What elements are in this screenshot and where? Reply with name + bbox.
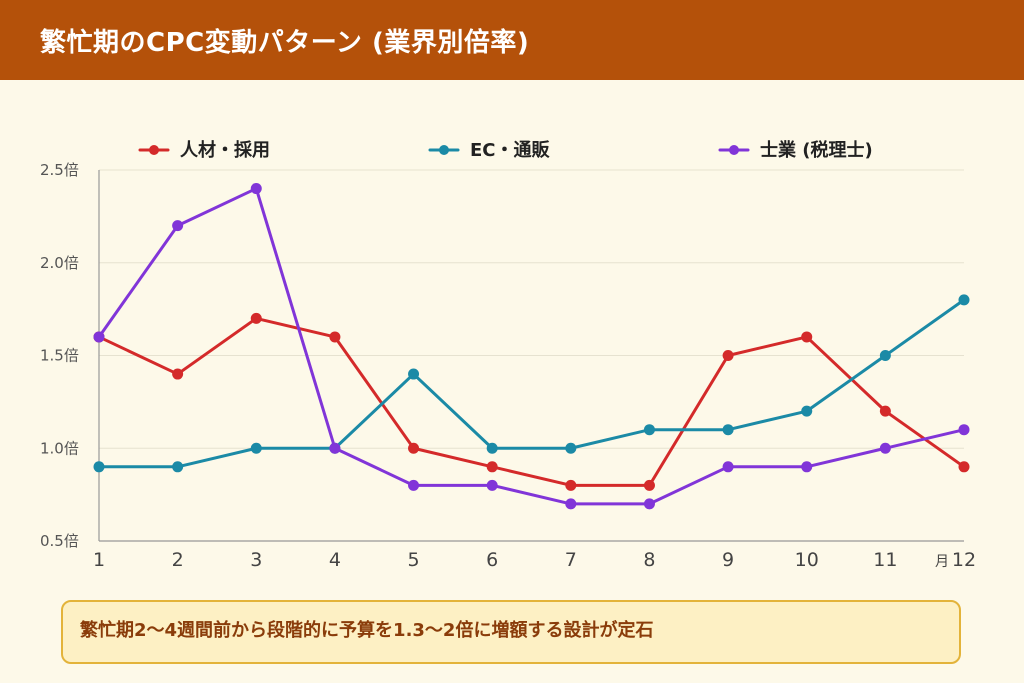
series-point-0: [172, 368, 184, 380]
axis-layer: 0.5倍1.0倍1.5倍2.0倍2.5倍1 2 3 4 5 6 7 8 9 10 11 12月: [40, 161, 976, 571]
x-tick-label: 3: [250, 549, 262, 571]
series-point-1: [722, 424, 734, 436]
series-point-1: [565, 442, 577, 454]
series-line-2: [97, 187, 966, 506]
y-tick-label: 1.0倍: [40, 439, 79, 457]
page-title: 繁忙期のCPC変動パターン (業界別倍率): [40, 28, 530, 58]
series-point-1: [486, 442, 498, 454]
series-point-1: [172, 461, 184, 473]
series-point-2: [879, 442, 891, 454]
series-point-2: [801, 461, 813, 473]
x-tick-label: 11: [873, 549, 897, 571]
series-point-1: [250, 442, 262, 454]
y-tick-label: 2.0倍: [40, 254, 79, 272]
series-line-0: [97, 316, 966, 487]
legend-layer: 人材・採用 EC・通販 士業 (税理士): [138, 139, 873, 161]
line-chart: 0.5倍1.0倍1.5倍2.0倍2.5倍1 2 3 4 5 6 7 8 9 10 11 12月 人材・…: [40, 139, 976, 571]
legend-swatch-marker: [149, 145, 159, 155]
y-tick-label: 2.5倍: [40, 161, 79, 179]
series-point-0: [643, 479, 655, 491]
grid-layer: [99, 169, 964, 449]
series-point-0: [329, 331, 341, 343]
series-point-2: [408, 479, 420, 491]
legend-label: 士業 (税理士): [760, 139, 873, 161]
series-point-0: [958, 461, 970, 473]
series-point-2: [958, 424, 970, 436]
series-point-0: [879, 405, 891, 417]
x-tick-label: 12: [952, 549, 976, 571]
y-tick-label: 1.5倍: [40, 347, 79, 365]
x-unit-label: 月: [935, 554, 949, 570]
note-callout: 繁忙期2〜4週間前から段階的に予算を1.3〜2倍に増額する設計が定石: [61, 600, 961, 664]
x-tick-label: 9: [722, 549, 734, 571]
series-point-1: [643, 424, 655, 436]
series-point-2: [565, 498, 577, 510]
x-tick-label: 7: [565, 549, 577, 571]
series-point-0: [250, 312, 262, 324]
legend-label: EC・通販: [470, 140, 551, 161]
y-tick-label: 0.5倍: [40, 532, 79, 550]
page-header: 繁忙期のCPC変動パターン (業界別倍率): [0, 0, 1024, 80]
series-point-1: [879, 350, 891, 361]
x-tick-label: 10: [795, 549, 819, 571]
series-point-1: [93, 461, 105, 473]
x-tick-label: 5: [407, 549, 419, 571]
series-point-0: [486, 461, 498, 473]
series-point-0: [801, 331, 813, 343]
series-point-2: [93, 331, 105, 343]
legend-swatch-marker: [729, 145, 739, 155]
note-text: 繁忙期2〜4週間前から段階的に予算を1.3〜2倍に増額する設計が定石: [80, 620, 654, 641]
x-tick-label: 1: [93, 549, 105, 571]
series-point-0: [565, 479, 577, 491]
series-point-1: [801, 405, 813, 417]
series-point-1: [408, 368, 420, 380]
legend-swatch-marker: [439, 145, 449, 155]
x-tick-label: 8: [643, 549, 655, 571]
x-tick-label: 4: [329, 549, 341, 571]
x-tick-label: 6: [486, 549, 498, 571]
series-point-2: [250, 183, 262, 195]
series-point-2: [172, 220, 184, 232]
series-point-2: [329, 442, 341, 454]
series-point-0: [722, 350, 734, 361]
series-line-1: [97, 298, 966, 469]
series-point-0: [408, 442, 420, 454]
legend-label: 人材・採用: [180, 139, 270, 161]
series-point-2: [722, 461, 734, 473]
series-point-2: [486, 479, 498, 491]
series-point-2: [643, 498, 655, 510]
series-layer: [93, 183, 970, 510]
series-point-1: [958, 294, 970, 306]
x-tick-label: 2: [172, 549, 184, 571]
